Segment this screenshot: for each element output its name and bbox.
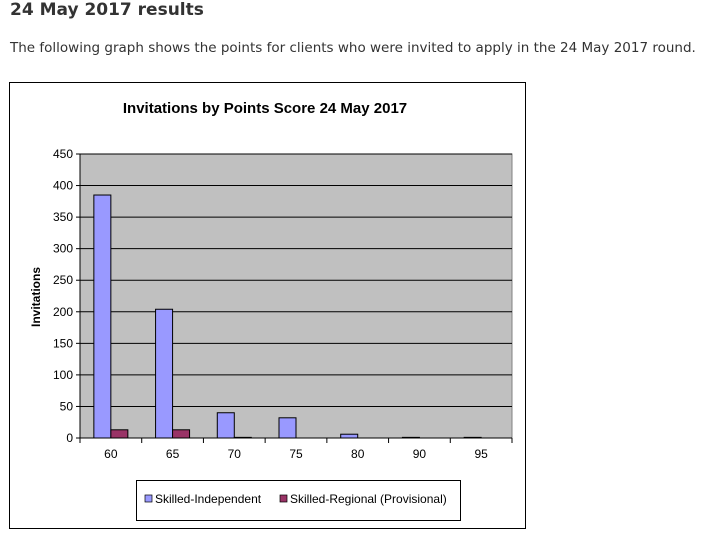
x-tick-label: 90 <box>413 447 427 461</box>
y-tick-label: 450 <box>53 147 73 161</box>
y-axis-label: Invitations <box>29 267 43 327</box>
bar-regional-60 <box>110 429 129 439</box>
chart-title: Invitations by Points Score 24 May 2017 <box>123 100 407 117</box>
bar-regional-65 <box>172 429 191 439</box>
x-tick-label: 80 <box>351 447 365 461</box>
y-tick-label: 0 <box>66 431 73 445</box>
bar-regional-70 <box>233 436 252 439</box>
bar-independent-70 <box>216 412 235 439</box>
x-tick-label: 65 <box>166 447 180 461</box>
plot-area <box>79 153 513 439</box>
bar-independent-75 <box>278 417 297 439</box>
y-tick-label: 250 <box>53 273 73 287</box>
x-tick-label: 60 <box>104 447 118 461</box>
legend-swatch-independent <box>144 494 153 503</box>
y-tick-label: 400 <box>53 179 73 193</box>
y-tick-label: 50 <box>60 399 74 413</box>
legend-swatch-regional <box>279 494 288 503</box>
legend: Skilled-Independent Skilled-Regional (Pr… <box>136 480 461 521</box>
bar-independent-95 <box>463 436 482 439</box>
y-tick-label: 350 <box>53 210 73 224</box>
y-tick-label: 100 <box>53 368 73 382</box>
legend-label-independent: Skilled-Independent <box>155 492 262 506</box>
section-heading: 24 May 2017 results <box>10 0 204 20</box>
y-tick-label: 300 <box>53 242 73 256</box>
x-tick-label: 95 <box>474 447 488 461</box>
invitations-chart: Invitations by Points Score 24 May 2017 … <box>9 82 526 529</box>
y-tick-label: 200 <box>53 305 73 319</box>
bar-independent-80 <box>340 433 359 439</box>
x-tick-label: 75 <box>289 447 303 461</box>
legend-label-regional: Skilled-Regional (Provisional) <box>290 492 447 506</box>
bar-independent-65 <box>155 308 174 439</box>
intro-text: The following graph shows the points for… <box>10 40 696 56</box>
x-tick-label: 70 <box>228 447 242 461</box>
bar-independent-60 <box>93 194 112 439</box>
y-tick-label: 150 <box>53 336 73 350</box>
bar-independent-90 <box>401 436 420 439</box>
